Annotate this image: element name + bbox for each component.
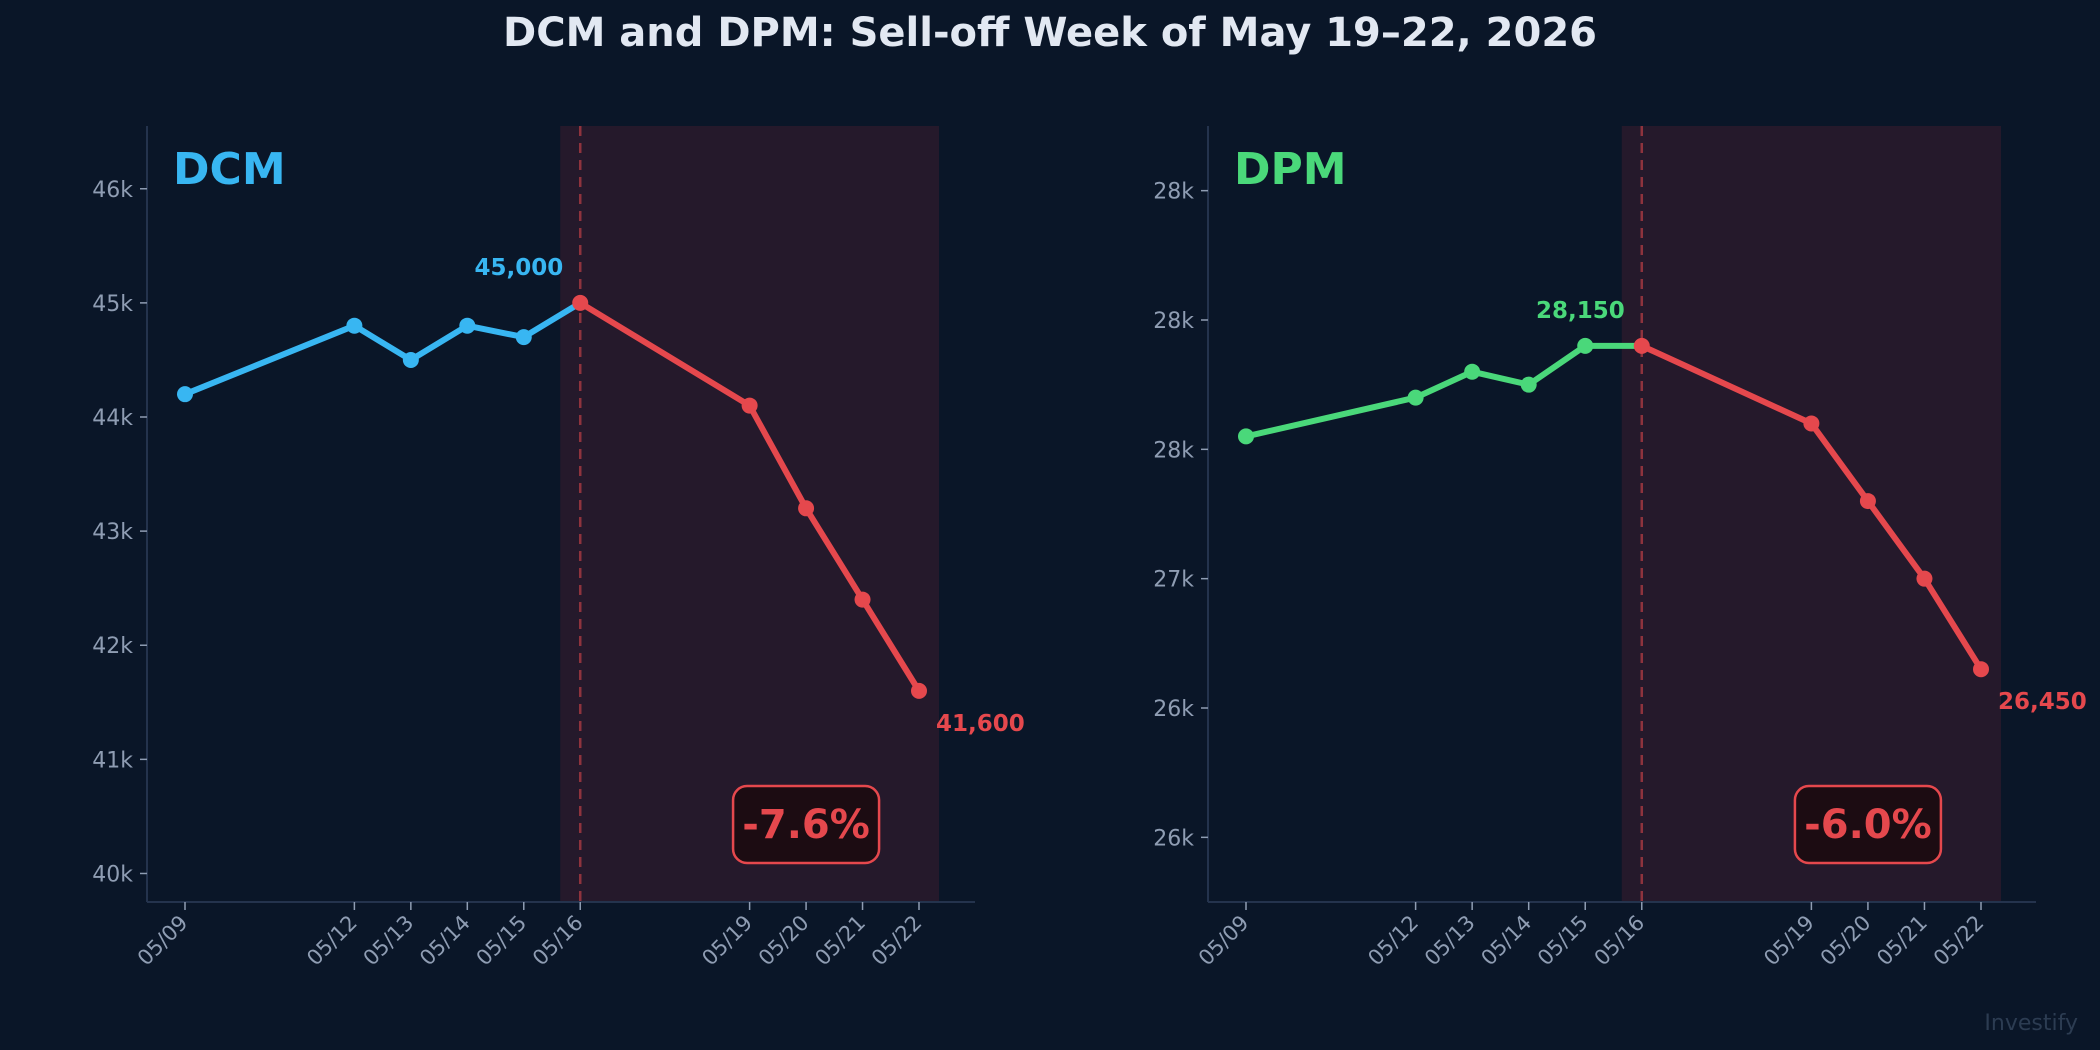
x-tick-label: 05/19 [1759, 911, 1819, 971]
panel-title: DPM [1234, 144, 1347, 195]
data-point [177, 386, 193, 403]
series-line-pre-selloff [182, 299, 584, 398]
x-tick-label: 05/21 [1872, 911, 1932, 971]
data-point [1520, 376, 1537, 393]
y-tick-label: 41k [92, 748, 133, 773]
x-tick-label: 05/16 [1590, 911, 1650, 971]
y-tick-label: 42k [92, 634, 133, 659]
last-value-label: 26,450 [1998, 689, 2087, 715]
chart-title: DCM and DPM: Sell-off Week of May 19–22,… [503, 10, 1597, 56]
x-tick-label: 05/15 [472, 911, 532, 971]
data-point [1973, 661, 1989, 678]
change-badge [1793, 784, 1943, 865]
x-tick-label: 05/15 [1533, 911, 1593, 971]
y-tick-label: 28k [1153, 309, 1194, 334]
x-tick-label: 05/22 [1929, 911, 1989, 971]
x-tick-label: 05/13 [359, 911, 419, 971]
y-tick-label: 28k [1153, 180, 1194, 205]
change-badge-label: -7.6% [742, 802, 870, 848]
y-tick-label: 43k [92, 520, 133, 545]
x-tick-label: 05/13 [1420, 911, 1480, 971]
x-tick-label: 05/22 [867, 911, 927, 971]
y-tick-label: 45k [92, 292, 133, 317]
x-tick-label: 05/19 [697, 911, 757, 971]
peak-value-label: 28,150 [1536, 298, 1625, 324]
peak-value-label: 45,000 [474, 255, 563, 281]
x-tick-label: 05/16 [528, 911, 588, 971]
data-point [854, 591, 871, 608]
data-point [911, 682, 927, 699]
x-tick-label: 05/21 [810, 911, 870, 971]
x-tick-label: 05/09 [133, 911, 193, 971]
x-tick-label: 05/09 [1194, 911, 1254, 971]
y-tick-label: 26k [1153, 697, 1194, 722]
series-line-pre-selloff [1243, 342, 1645, 440]
x-tick-label: 05/12 [302, 911, 362, 971]
x-tick-label: 05/12 [1363, 911, 1423, 971]
selloff-shaded-region [1621, 126, 2001, 902]
y-tick-label: 46k [92, 178, 133, 203]
x-tick-label: 05/14 [415, 911, 475, 971]
data-point [1407, 389, 1424, 406]
data-point [1633, 337, 1650, 354]
data-point [402, 351, 419, 368]
x-tick-label: 05/20 [754, 911, 814, 971]
data-point [741, 397, 758, 414]
panel-title: DCM [173, 144, 286, 195]
y-tick-label: 40k [92, 862, 133, 887]
y-tick-label: 28k [1153, 438, 1194, 463]
data-point [1859, 493, 1876, 510]
data-point [572, 294, 589, 311]
data-point [1238, 428, 1254, 445]
data-point [798, 500, 815, 517]
data-point [1464, 363, 1481, 380]
change-badge [731, 784, 881, 865]
data-point [515, 329, 532, 346]
y-tick-label: 27k [1153, 568, 1194, 593]
x-tick-label: 05/20 [1816, 911, 1876, 971]
change-badge-label: -6.0% [1804, 802, 1932, 848]
last-value-label: 41,600 [936, 711, 1025, 737]
data-point [1916, 570, 1933, 587]
watermark: Investify [1984, 1011, 2078, 1036]
data-point [1577, 337, 1594, 354]
data-point [459, 317, 476, 334]
selloff-shaded-region [560, 126, 939, 902]
y-tick-label: 44k [92, 406, 133, 431]
data-point [1803, 415, 1820, 432]
data-point [346, 317, 363, 334]
x-tick-label: 05/14 [1476, 911, 1536, 971]
y-tick-label: 26k [1153, 826, 1194, 851]
